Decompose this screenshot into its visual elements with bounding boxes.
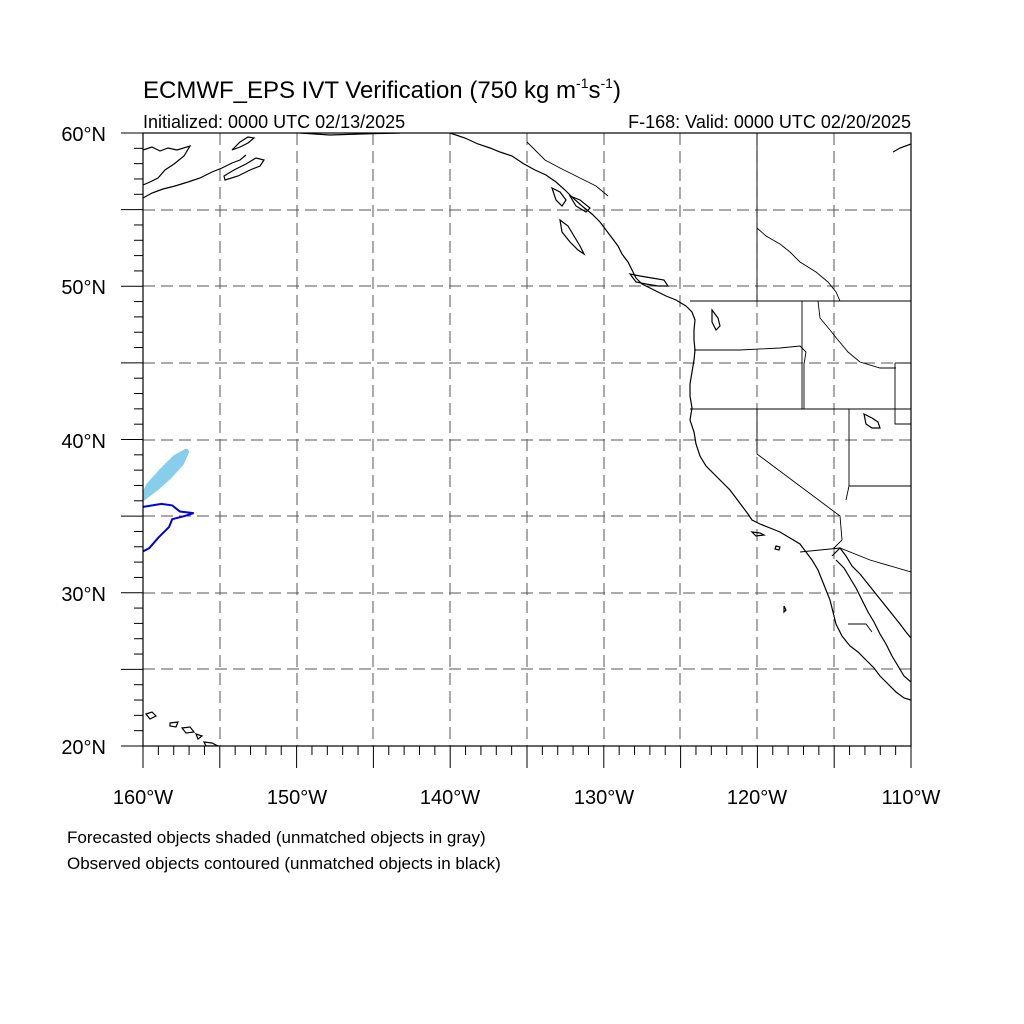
lon-label-140: 140°W: [420, 787, 480, 809]
map-area: [143, 133, 911, 746]
lon-label-130: 130°W: [574, 787, 634, 809]
observed-object-contour: [143, 502, 195, 553]
lat-label-60: 60°N: [61, 124, 106, 146]
lon-label-160: 160°W: [113, 787, 173, 809]
valid-label: F-168: Valid: 0000 UTC 02/20/2025: [628, 112, 911, 132]
lon-label-120: 120°W: [727, 787, 787, 809]
lat-label-30: 30°N: [61, 584, 106, 606]
lon-label-110: 110°W: [882, 787, 941, 809]
latitude-labels: 60°N 50°N 40°N 30°N 20°N: [61, 124, 106, 759]
initialized-label: Initialized: 0000 UTC 02/13/2025: [143, 112, 405, 132]
coastlines: [143, 133, 911, 746]
figure-title: ECMWF_EPS IVT Verification (750 kg m-1s-…: [143, 75, 621, 104]
forecast-object-shading: [143, 448, 189, 501]
forecast-note: Forecasted objects shaded (unmatched obj…: [67, 828, 486, 847]
lat-label-20: 20°N: [61, 737, 106, 759]
lon-label-150: 150°W: [267, 787, 327, 809]
lat-label-40: 40°N: [61, 431, 106, 453]
graticule: [143, 133, 911, 746]
lat-label-50: 50°N: [61, 277, 106, 299]
axis-ticks: [121, 132, 912, 768]
longitude-labels: 160°W 150°W 140°W 130°W 120°W 110°W: [113, 787, 941, 809]
political-borders: [526, 133, 911, 633]
observed-note: Observed objects contoured (unmatched ob…: [67, 854, 501, 873]
